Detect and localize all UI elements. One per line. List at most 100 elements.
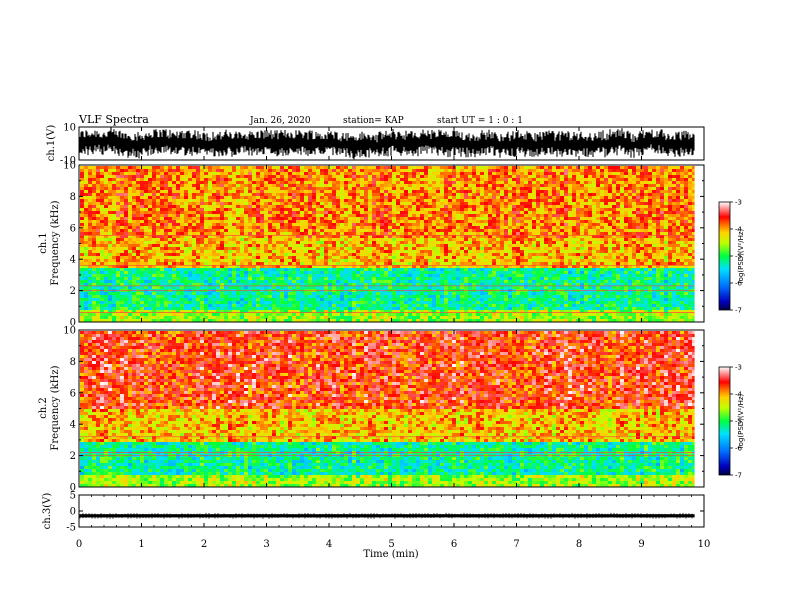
spectrogram-cell	[332, 268, 336, 271]
spectrogram-cell	[400, 187, 404, 190]
spectrogram-cell	[252, 280, 256, 283]
spectrogram-cell	[172, 244, 176, 247]
spectrogram-cell	[216, 223, 220, 226]
spectrogram-cell	[316, 226, 320, 229]
spectrogram-cell	[164, 220, 168, 223]
spectrogram-cell	[152, 169, 156, 172]
spectrogram-cell	[176, 217, 180, 220]
spectrogram-cell	[344, 193, 348, 196]
spectrogram-cell	[228, 199, 232, 202]
spectrogram-cell	[224, 265, 228, 268]
spectrogram-cell	[344, 298, 348, 301]
spectrogram-cell	[304, 307, 308, 310]
spectrogram-cell	[148, 199, 152, 202]
spectrogram-cell	[400, 262, 404, 265]
spectrogram-cell	[392, 223, 396, 226]
spectrogram-cell	[328, 214, 332, 217]
spectrogram-cell	[252, 217, 256, 220]
spectrogram-cell	[444, 268, 448, 271]
spectrogram-cell	[280, 271, 284, 274]
spectrogram-cell	[156, 175, 160, 178]
spectrogram-cell	[312, 262, 316, 265]
spectrogram-cell	[460, 274, 464, 277]
spectrogram-cell	[216, 184, 220, 187]
spectrogram-cell	[400, 292, 404, 295]
spectrogram-cell	[200, 238, 204, 241]
spectrogram-cell	[164, 283, 168, 286]
spectrogram-cell	[216, 316, 220, 319]
spectrogram-cell	[376, 238, 380, 241]
spectrogram-cell	[256, 220, 260, 223]
spectrogram-cell	[96, 277, 100, 280]
spectrogram-cell	[156, 253, 160, 256]
spectrogram-cell	[108, 241, 112, 244]
spectrogram-cell	[440, 304, 444, 307]
spectrogram-cell	[116, 172, 120, 175]
spectrogram-cell	[316, 316, 320, 319]
spectrogram-cell	[228, 280, 232, 283]
spectrogram-cell	[444, 316, 448, 319]
spectrogram-cell	[448, 262, 452, 265]
spectrogram-cell	[216, 277, 220, 280]
spectrogram-cell	[264, 238, 268, 241]
spectrogram-cell	[208, 166, 212, 169]
spectrogram-cell	[280, 220, 284, 223]
spectrogram-cell	[188, 226, 192, 229]
spectrogram-cell	[112, 277, 116, 280]
spectrogram-cell	[416, 241, 420, 244]
spectrogram-cell	[88, 307, 92, 310]
spectrogram-cell	[420, 301, 424, 304]
spectrogram-cell	[196, 232, 200, 235]
spectrogram-cell	[340, 244, 344, 247]
spectrogram-cell	[452, 187, 456, 190]
spectrogram-cell	[372, 274, 376, 277]
spectrogram-cell	[168, 283, 172, 286]
spectrogram-cell	[412, 211, 416, 214]
spectrogram-cell	[228, 298, 232, 301]
spectrogram-cell	[308, 238, 312, 241]
spectrogram-cell	[156, 220, 160, 223]
spectrogram-cell	[348, 196, 352, 199]
spectrogram-cell	[220, 172, 224, 175]
spectrogram-cell	[192, 193, 196, 196]
spectrogram-cell	[288, 241, 292, 244]
spectrogram-cell	[404, 169, 408, 172]
spectrogram-cell	[364, 226, 368, 229]
spectrogram-cell	[300, 262, 304, 265]
spectrogram-cell	[96, 244, 100, 247]
spectrogram-cell	[340, 166, 344, 169]
spectrogram-cell	[128, 214, 132, 217]
spectrogram-cell	[332, 172, 336, 175]
spectrogram-cell	[120, 295, 124, 298]
spectrogram-cell	[104, 238, 108, 241]
spectrogram-cell	[396, 190, 400, 193]
spectrogram-cell	[412, 286, 416, 289]
spectrogram-cell	[428, 205, 432, 208]
spectrogram-cell	[204, 316, 208, 319]
spectrogram-cell	[192, 307, 196, 310]
spectrogram-cell	[380, 250, 384, 253]
spectrogram-cell	[296, 316, 300, 319]
spectrogram-cell	[348, 250, 352, 253]
spectrogram-cell	[112, 187, 116, 190]
spectrogram-cell	[264, 232, 268, 235]
spectrogram-cell	[220, 286, 224, 289]
spectrogram-cell	[352, 307, 356, 310]
spectrogram-cell	[104, 277, 108, 280]
spectrogram-cell	[252, 187, 256, 190]
spectrogram-cell	[180, 229, 184, 232]
spectrogram-cell	[132, 307, 136, 310]
spectrogram-cell	[428, 187, 432, 190]
spectrogram-cell	[200, 250, 204, 253]
spectrogram-cell	[120, 319, 124, 322]
spectrogram-cell	[328, 307, 332, 310]
spectrogram-cell	[336, 193, 340, 196]
spectrogram-cell	[116, 208, 120, 211]
spectrogram-cell	[240, 190, 244, 193]
spectrogram-cell	[272, 298, 276, 301]
spectrogram-cell	[316, 190, 320, 193]
spectrogram-cell	[260, 166, 264, 169]
spectrogram-cell	[184, 277, 188, 280]
spectrogram-cell	[208, 181, 212, 184]
spectrogram-cell	[452, 301, 456, 304]
